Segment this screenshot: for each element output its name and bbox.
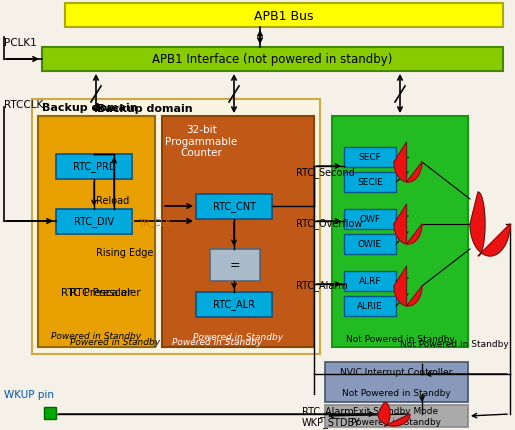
Text: Reload: Reload bbox=[96, 196, 129, 206]
Text: APB1 Interface (not powered in standby): APB1 Interface (not powered in standby) bbox=[152, 53, 392, 66]
Text: OWIE: OWIE bbox=[358, 240, 382, 249]
Text: RTC_Alarm: RTC_Alarm bbox=[302, 405, 354, 416]
Text: Backup domain: Backup domain bbox=[97, 104, 193, 114]
Bar bbox=[344, 296, 396, 316]
Text: APB1 Bus: APB1 Bus bbox=[254, 9, 314, 22]
Bar bbox=[56, 155, 132, 180]
Bar bbox=[42, 48, 503, 72]
Bar bbox=[65, 4, 503, 28]
Text: RTC_PRL: RTC_PRL bbox=[73, 161, 115, 172]
Text: Exit Standby Mode
Powered in Standby: Exit Standby Mode Powered in Standby bbox=[351, 406, 441, 426]
Polygon shape bbox=[394, 143, 422, 183]
Text: Not Powered in Standby: Not Powered in Standby bbox=[400, 339, 509, 348]
Bar bbox=[196, 292, 272, 317]
Text: Powered in Standby: Powered in Standby bbox=[193, 333, 283, 342]
Text: TR_CLK: TR_CLK bbox=[138, 218, 171, 227]
Text: Powered in Standby: Powered in Standby bbox=[172, 337, 262, 346]
Text: RTC_CNT: RTC_CNT bbox=[213, 201, 255, 212]
Text: 32-bit
Progammable
Counter: 32-bit Progammable Counter bbox=[165, 125, 237, 158]
Bar bbox=[344, 172, 396, 193]
Text: ALRIE: ALRIE bbox=[357, 302, 383, 311]
Text: WKP_STDBY: WKP_STDBY bbox=[302, 416, 360, 427]
Text: Powered in Standby: Powered in Standby bbox=[70, 337, 160, 346]
Text: RTC_Alarm: RTC_Alarm bbox=[296, 280, 348, 290]
Bar bbox=[344, 271, 396, 291]
Polygon shape bbox=[394, 205, 422, 244]
Text: RTC Prescaler: RTC Prescaler bbox=[70, 287, 141, 297]
Bar bbox=[32, 100, 320, 354]
Text: =: = bbox=[230, 259, 241, 272]
Text: Powered in Standby: Powered in Standby bbox=[51, 332, 141, 341]
Text: OWF: OWF bbox=[359, 215, 381, 224]
Text: ALRF: ALRF bbox=[359, 277, 381, 286]
Text: RTC_ALR: RTC_ALR bbox=[213, 299, 255, 310]
Bar bbox=[44, 407, 56, 419]
Text: Rising Edge: Rising Edge bbox=[96, 247, 153, 258]
Text: NVIC Interrupt Controller

Not Powered in Standby: NVIC Interrupt Controller Not Powered in… bbox=[340, 367, 452, 397]
Bar bbox=[38, 117, 155, 347]
Polygon shape bbox=[470, 193, 510, 256]
Bar bbox=[332, 117, 468, 347]
Text: SECF: SECF bbox=[358, 153, 382, 162]
Bar bbox=[210, 249, 260, 281]
Text: SECIE: SECIE bbox=[357, 178, 383, 187]
Bar bbox=[325, 405, 468, 427]
Bar bbox=[56, 209, 132, 234]
Text: RTC Prescaler: RTC Prescaler bbox=[61, 287, 131, 297]
Bar bbox=[344, 147, 396, 168]
Text: Backup domain: Backup domain bbox=[42, 103, 138, 113]
Text: PCLK1: PCLK1 bbox=[4, 38, 37, 48]
Text: Not Powered in Standby: Not Powered in Standby bbox=[346, 335, 454, 344]
Polygon shape bbox=[394, 266, 422, 306]
Polygon shape bbox=[378, 402, 410, 426]
Text: RTC_DIV: RTC_DIV bbox=[74, 216, 114, 227]
Bar bbox=[344, 209, 396, 230]
Bar bbox=[325, 362, 468, 402]
Text: RTCCLK: RTCCLK bbox=[4, 100, 43, 110]
Bar bbox=[344, 234, 396, 255]
Text: RTC_Overflow: RTC_Overflow bbox=[296, 218, 363, 228]
Bar bbox=[196, 194, 272, 219]
Text: RTC_Second: RTC_Second bbox=[296, 166, 355, 178]
Text: WKUP pin: WKUP pin bbox=[4, 389, 54, 399]
Bar bbox=[162, 117, 314, 347]
